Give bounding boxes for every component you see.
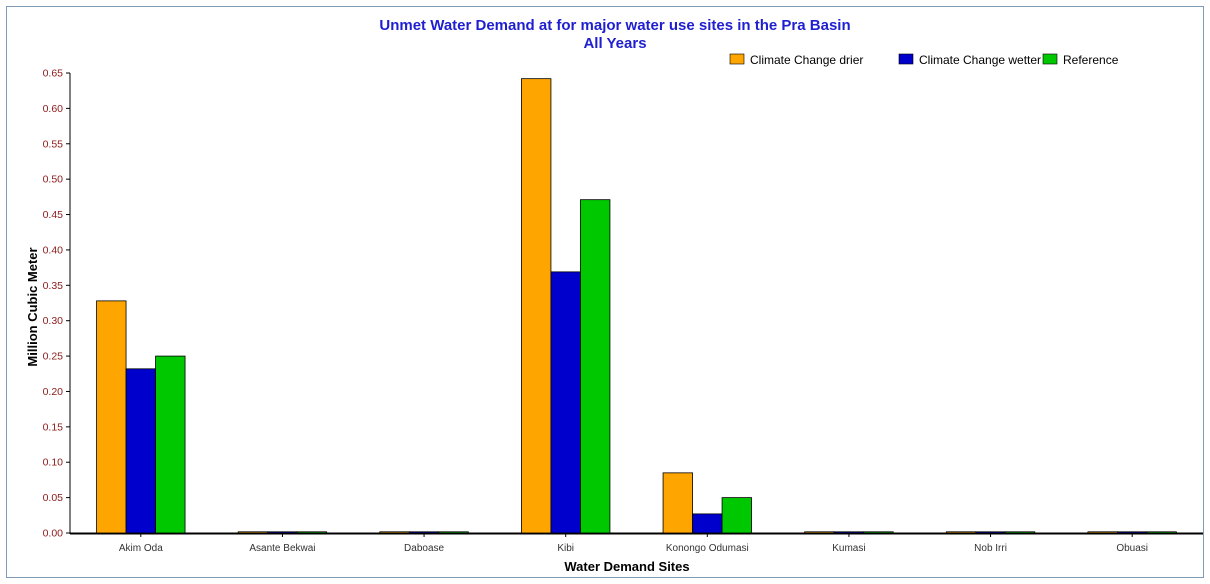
legend-swatch-1 [898, 53, 914, 65]
legend: Climate Change drier Climate Change wette… [729, 53, 1119, 67]
y-tick-label: 0.00 [43, 528, 64, 540]
x-tick-label: Akim Oda [119, 543, 163, 554]
x-tick-label: Asante Bekwai [249, 543, 315, 554]
y-tick-label: 0.40 [43, 244, 64, 256]
y-tick-label: 0.25 [43, 351, 64, 363]
bar-6-1 [975, 531, 1006, 534]
bar-4-1 [692, 513, 723, 534]
bar-0-2 [155, 355, 186, 534]
y-tick-label: 0.45 [43, 209, 64, 221]
x-tick-label: Kumasi [832, 543, 865, 554]
bar-4-0 [662, 472, 693, 534]
bar-5-1 [833, 531, 865, 534]
bar-2-0 [379, 531, 410, 534]
bar-1-0 [237, 531, 269, 534]
bar-chart: Unmet Water Demand at for major water us… [25, 17, 1203, 574]
legend-label-1: Climate Change wetter [919, 53, 1041, 67]
y-tick-label: 0.60 [43, 103, 64, 115]
y-tick-label: 0.35 [43, 280, 64, 292]
y-axis-title: Million Cubic Meter [25, 247, 40, 366]
bar-5-0 [804, 531, 835, 534]
bar-7-1 [1117, 531, 1148, 534]
bar-7-2 [1146, 531, 1177, 534]
bar-1-2 [296, 531, 328, 534]
x-tick-label: Obuasi [1116, 543, 1148, 554]
legend-label-2: Reference [1063, 53, 1119, 67]
bar-3-0 [521, 78, 552, 534]
y-tick-label: 0.65 [43, 68, 64, 80]
legend-label-0: Climate Change drier [750, 53, 863, 67]
y-tick-label: 0.20 [43, 386, 64, 398]
legend-swatch-2 [1042, 53, 1058, 65]
y-tick-label: 0.55 [43, 138, 64, 150]
y-tick-label: 0.50 [43, 174, 64, 186]
bar-1-1 [267, 531, 298, 534]
x-axis-title: Water Demand Sites [564, 559, 689, 574]
bar-2-1 [408, 531, 440, 534]
y-tick-label: 0.05 [43, 492, 64, 504]
y-tick-label: 0.15 [43, 421, 64, 433]
bar-5-2 [863, 531, 894, 534]
bar-7-0 [1087, 531, 1118, 534]
bar-2-2 [438, 531, 469, 534]
bar-0-0 [96, 300, 127, 534]
legend-swatch-0 [729, 53, 745, 65]
y-tick-label: 0.10 [43, 457, 64, 469]
x-tick-label: Nob Irri [974, 543, 1007, 554]
y-tick-label: 0.30 [43, 315, 64, 327]
chart-frame: Unmet Water Demand at for major water us… [6, 6, 1204, 578]
bar-0-1 [125, 368, 156, 534]
bar-3-1 [550, 271, 581, 534]
plot-area: 0.00 0.05 0.10 0.15 0.20 0.25 0.30 0.35 0.40 0.45… [43, 68, 1203, 554]
bar-6-2 [1004, 531, 1036, 534]
bar-3-2 [580, 199, 611, 534]
x-tick-label: Daboase [404, 543, 444, 554]
chart-subtitle: All Years [583, 35, 646, 52]
chart-title: Unmet Water Demand at for major water us… [379, 17, 850, 34]
bar-4-2 [721, 497, 752, 534]
x-tick-label: Konongo Odumasi [666, 543, 749, 554]
x-tick-label: Kibi [557, 543, 574, 554]
bar-6-0 [945, 531, 977, 534]
